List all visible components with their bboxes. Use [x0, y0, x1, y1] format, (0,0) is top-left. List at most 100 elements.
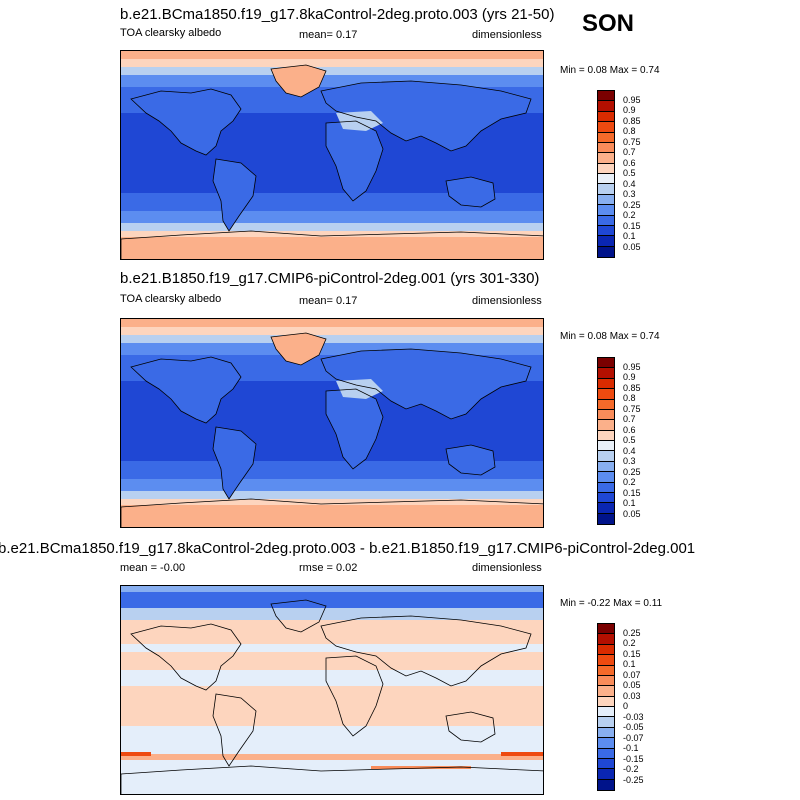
field-band: [121, 479, 543, 491]
colorbar-tick-label: 0.25: [623, 466, 641, 477]
coastline: [320, 348, 532, 420]
panel-2-units: dimensionless: [472, 295, 542, 307]
field-band: [121, 335, 543, 343]
colorbar-tick-label: 0.03: [623, 690, 641, 701]
colorbar-tick-label: 0.85: [623, 115, 641, 126]
coastline: [325, 655, 384, 737]
colorbar-swatch: [598, 163, 614, 174]
field-band: [121, 652, 543, 670]
panel-2-minmax: Min = 0.08 Max = 0.74: [560, 331, 660, 342]
panel-1-map: [120, 50, 544, 260]
panel-1-units: dimensionless: [472, 29, 542, 41]
greenland-field: [271, 65, 326, 97]
panel-2-title: b.e21.B1850.f19_g17.CMIP6-piControl-2deg…: [120, 270, 540, 287]
panel-2-colorbar: [597, 357, 615, 525]
land-field: [131, 89, 241, 155]
coastline: [130, 623, 242, 691]
colorbar-tick-label: 0.6: [623, 424, 636, 435]
colorbar-swatch: [598, 246, 614, 257]
coastline: [320, 80, 532, 152]
field-band: [121, 726, 543, 754]
colorbar-swatch: [598, 225, 614, 237]
colorbar-tick-label: 0.4: [623, 178, 636, 189]
colorbar-swatch: [598, 769, 614, 780]
colorbar-tick-label: 0.3: [623, 189, 636, 199]
panel-3-map: [120, 585, 544, 795]
colorbar-swatch: [598, 472, 614, 483]
land-field: [131, 357, 241, 423]
colorbar-swatch: [598, 779, 614, 790]
colorbar-tick-label: 0.1: [623, 659, 636, 669]
colorbar-tick-label: 0.85: [623, 382, 641, 393]
colorbar-tick-label: 0.5: [623, 168, 636, 178]
coastline: [130, 356, 242, 424]
coastline: [121, 498, 543, 527]
colorbar-swatch: [598, 655, 614, 666]
desert-field: [336, 379, 383, 399]
colorbar-tick-label: 0.3: [623, 456, 636, 466]
colorbar-tick-label: 0.9: [623, 372, 636, 382]
colorbar-swatch: [598, 358, 614, 369]
coastline: [445, 711, 496, 743]
field-band: [121, 670, 543, 686]
land-field: [326, 121, 383, 201]
colorbar-swatch: [598, 215, 614, 226]
colorbar-tick-label: 0.2: [623, 638, 636, 648]
field-band: [121, 760, 543, 794]
diff-streak: [121, 752, 151, 756]
colorbar-swatch: [598, 142, 614, 154]
colorbar-swatch: [598, 399, 614, 410]
colorbar-swatch: [598, 748, 614, 759]
field-band: [121, 319, 543, 327]
colorbar-swatch: [598, 451, 614, 462]
coastline: [445, 176, 496, 208]
colorbar-tick-label: 0.15: [623, 487, 641, 498]
colorbar-tick-label: 0.8: [623, 393, 636, 403]
panel-3-minmax: Min = -0.22 Max = 0.11: [560, 598, 663, 609]
coastline: [445, 444, 496, 476]
colorbar-swatch: [598, 430, 614, 441]
field-band: [121, 327, 543, 335]
field-band: [121, 644, 543, 652]
panel-3-map-svg: [121, 586, 543, 794]
colorbar-tick-label: 0.75: [623, 136, 641, 147]
colorbar-swatch: [598, 665, 614, 676]
colorbar-swatch: [598, 174, 614, 185]
greenland-field: [271, 333, 326, 365]
colorbar-swatch: [598, 368, 614, 379]
colorbar-tick-label: 0.25: [623, 199, 641, 210]
colorbar-tick-label: 0.4: [623, 445, 636, 456]
colorbar-tick-label: 0.95: [623, 94, 641, 105]
field-band: [121, 586, 543, 592]
colorbar-swatch: [598, 644, 614, 656]
colorbar-swatch: [598, 132, 614, 143]
colorbar-tick-label: 0.1: [623, 231, 636, 241]
colorbar-tick-label: 0: [623, 701, 629, 711]
coastline: [320, 615, 532, 687]
colorbar-tick-label: -0.15: [623, 753, 644, 764]
colorbar-swatch: [598, 696, 614, 707]
colorbar-tick-label: 0.05: [623, 241, 641, 252]
colorbar-tick-label: -0.25: [623, 774, 644, 785]
colorbar-tick-label: 0.1: [623, 498, 636, 508]
land-field: [446, 445, 495, 475]
colorbar-swatch: [598, 378, 614, 390]
panel-1-variable-label: TOA clearsky albedo: [120, 27, 222, 39]
colorbar-swatch: [598, 503, 614, 514]
colorbar-swatch: [598, 727, 614, 739]
field-band: [121, 51, 543, 59]
panel-1-map-svg: [121, 51, 543, 259]
colorbar-tick-label: -0.05: [623, 722, 644, 732]
panel-3-mean: mean = -0.00: [120, 562, 186, 574]
coastline: [121, 765, 543, 794]
field-band: [121, 499, 543, 505]
desert-field: [336, 111, 383, 131]
coastline: [270, 599, 327, 633]
colorbar-swatch: [598, 236, 614, 247]
colorbar-tick-label: -0.07: [623, 732, 644, 743]
colorbar-swatch: [598, 153, 614, 164]
coastline: [325, 120, 384, 202]
colorbar-swatch: [598, 624, 614, 635]
field-band: [121, 608, 543, 620]
field-band: [121, 686, 543, 726]
